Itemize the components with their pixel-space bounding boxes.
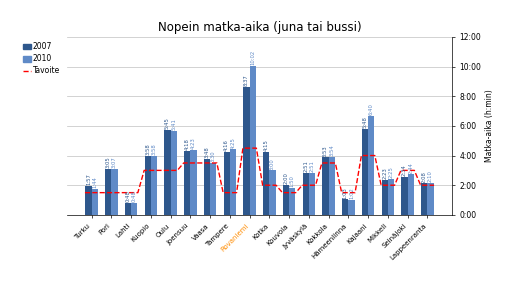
- Text: 4:16: 4:16: [224, 139, 229, 151]
- Bar: [210, 163, 216, 215]
- Bar: [381, 180, 388, 215]
- Text: 1:57: 1:57: [86, 173, 91, 185]
- Legend: 2007, 2010, Tavoite: 2007, 2010, Tavoite: [21, 41, 62, 77]
- Bar: [348, 200, 354, 215]
- Text: 2:25: 2:25: [389, 166, 393, 178]
- Text: 4:25: 4:25: [230, 137, 236, 149]
- Text: 1:44: 1:44: [92, 177, 97, 188]
- Y-axis label: Matka-aika (h:min): Matka-aika (h:min): [485, 90, 494, 162]
- Bar: [263, 152, 269, 215]
- Bar: [184, 151, 190, 215]
- Text: 3:54: 3:54: [329, 145, 334, 156]
- Text: 8:37: 8:37: [244, 75, 249, 86]
- Bar: [401, 177, 407, 215]
- Bar: [190, 150, 197, 215]
- Text: 3:00: 3:00: [270, 158, 275, 170]
- Text: 2:23: 2:23: [382, 167, 387, 179]
- Text: 4:23: 4:23: [191, 137, 196, 149]
- Text: 3:07: 3:07: [112, 156, 117, 168]
- Bar: [269, 170, 276, 215]
- Text: 3:05: 3:05: [106, 157, 111, 169]
- Bar: [131, 203, 138, 215]
- Text: 2:00: 2:00: [283, 173, 289, 185]
- Text: 5:41: 5:41: [171, 118, 176, 130]
- Bar: [224, 152, 230, 215]
- Text: 1:02: 1:02: [349, 187, 354, 199]
- Text: 5:45: 5:45: [165, 117, 170, 129]
- Text: 1:50: 1:50: [290, 175, 295, 187]
- Text: 0:48: 0:48: [126, 190, 130, 202]
- Bar: [303, 173, 309, 215]
- Bar: [309, 173, 315, 215]
- Text: 2:44: 2:44: [408, 162, 413, 173]
- Bar: [283, 185, 289, 215]
- Text: 2:08: 2:08: [422, 171, 427, 182]
- Bar: [329, 157, 335, 215]
- Title: Nopein matka-aika (juna tai bussi): Nopein matka-aika (juna tai bussi): [158, 21, 361, 34]
- Bar: [105, 169, 112, 215]
- Text: 3:58: 3:58: [145, 144, 150, 155]
- Text: 2:51: 2:51: [303, 160, 308, 172]
- Bar: [85, 186, 92, 215]
- Bar: [171, 130, 177, 215]
- Text: 4:15: 4:15: [264, 139, 269, 151]
- Text: 2:51: 2:51: [309, 160, 315, 172]
- Text: 10:02: 10:02: [250, 50, 255, 65]
- Text: 3:53: 3:53: [323, 145, 328, 157]
- Text: 0:48: 0:48: [132, 190, 137, 202]
- Bar: [368, 116, 374, 215]
- Bar: [204, 158, 210, 215]
- Bar: [243, 87, 250, 215]
- Bar: [362, 129, 368, 215]
- Bar: [322, 157, 329, 215]
- Bar: [165, 130, 171, 215]
- Bar: [112, 169, 118, 215]
- Bar: [427, 183, 434, 215]
- Bar: [92, 189, 98, 215]
- Text: 2:34: 2:34: [402, 164, 407, 176]
- Text: 4:18: 4:18: [185, 138, 190, 150]
- Text: 3:30: 3:30: [211, 151, 216, 162]
- Bar: [342, 199, 348, 215]
- Text: 3:58: 3:58: [152, 144, 157, 155]
- Bar: [230, 150, 236, 215]
- Text: 3:48: 3:48: [204, 146, 210, 158]
- Bar: [125, 203, 131, 215]
- Text: 6:40: 6:40: [369, 103, 374, 115]
- Bar: [145, 156, 151, 215]
- Text: 2:10: 2:10: [428, 170, 433, 182]
- Bar: [151, 156, 157, 215]
- Text: 5:48: 5:48: [362, 116, 367, 128]
- Bar: [388, 179, 394, 215]
- Text: 1:03: 1:03: [343, 187, 348, 199]
- Bar: [289, 188, 295, 215]
- Bar: [407, 174, 414, 215]
- Bar: [421, 183, 427, 215]
- Bar: [250, 66, 256, 215]
